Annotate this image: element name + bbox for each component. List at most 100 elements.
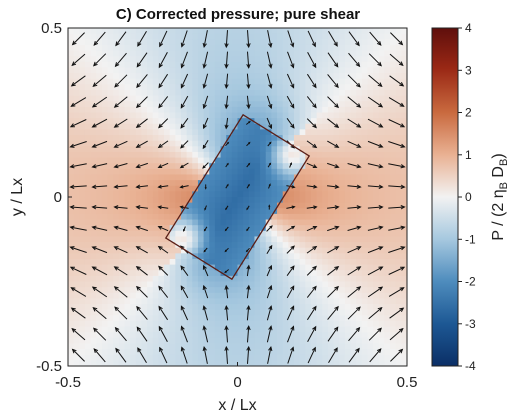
heatmap-cell: [260, 89, 267, 97]
velocity-arrow-head: [268, 63, 273, 69]
heatmap-cell: [237, 270, 244, 277]
velocity-arrow-shaft: [136, 327, 148, 342]
heatmap-cell: [231, 343, 239, 350]
velocity-arrow-head: [135, 164, 141, 169]
heatmap-cell: [203, 230, 210, 238]
velocity-arrow-head: [268, 204, 271, 208]
heatmap-cell: [186, 360, 193, 366]
velocity-arrow-shaft: [70, 163, 87, 168]
heatmap-cell: [90, 332, 97, 339]
heatmap-cell: [327, 191, 335, 198]
heatmap-cell: [322, 354, 329, 361]
heatmap-cell: [384, 242, 391, 249]
heatmap-cell: [181, 185, 188, 192]
heatmap-cell: [79, 191, 86, 198]
heatmap-cell: [169, 264, 176, 271]
velocity-arrow-shaft: [286, 285, 295, 299]
heatmap-cell: [181, 354, 188, 361]
velocity-arrow-head: [356, 205, 362, 210]
heatmap-cell: [152, 230, 159, 238]
heatmap-cell: [209, 309, 216, 316]
heatmap-cell: [214, 73, 222, 80]
heatmap-cell: [192, 95, 199, 102]
heatmap-cell: [288, 151, 295, 159]
heatmap-cell: [271, 230, 278, 238]
heatmap-cell: [378, 33, 385, 40]
heatmap-cell: [197, 275, 205, 283]
heatmap-cell: [214, 354, 222, 361]
heatmap-cell: [152, 89, 159, 97]
heatmap-cell: [288, 315, 295, 322]
heatmap-cell: [147, 67, 154, 74]
heatmap-cell: [237, 298, 244, 305]
heatmap-cell: [118, 174, 126, 181]
heatmap-cell: [384, 320, 391, 328]
heatmap-cell: [209, 258, 216, 266]
velocity-arrow-shaft: [136, 162, 148, 168]
velocity-arrow-head: [378, 164, 384, 169]
heatmap-cell: [254, 101, 261, 108]
heatmap-cell: [181, 140, 188, 147]
heatmap-cell: [214, 219, 222, 226]
heatmap-cell: [118, 337, 126, 345]
heatmap-cell: [90, 180, 97, 187]
velocity-arrow-shaft: [159, 347, 168, 364]
heatmap-cell: [282, 197, 289, 204]
heatmap-cell: [373, 213, 380, 221]
heatmap-cell: [68, 343, 75, 350]
heatmap-cell: [209, 208, 216, 215]
heatmap-cell: [113, 309, 120, 316]
heatmap-cell: [181, 332, 188, 339]
heatmap-cell: [147, 151, 154, 159]
heatmap-cell: [350, 118, 357, 125]
velocity-arrow-head: [226, 162, 229, 166]
heatmap-cell: [378, 67, 385, 74]
heatmap-cell: [186, 213, 193, 221]
heatmap-cell: [158, 78, 165, 85]
heatmap-cell: [294, 163, 301, 170]
heatmap-cell: [333, 73, 340, 80]
heatmap-cell: [197, 242, 205, 249]
heatmap-cell: [147, 270, 154, 277]
heatmap-cell: [356, 89, 363, 97]
heatmap-cell: [124, 354, 131, 361]
heatmap-cell: [327, 168, 335, 176]
heatmap-cell: [96, 253, 103, 260]
heatmap-cell: [192, 56, 199, 63]
heatmap-cell: [84, 168, 92, 176]
heatmap-cell: [254, 304, 261, 311]
velocity-arrow-shaft: [327, 140, 339, 148]
heatmap-cell: [197, 106, 205, 114]
heatmap-cell: [248, 270, 256, 277]
heatmap-cell: [79, 39, 86, 46]
heatmap-cell: [310, 95, 318, 102]
heatmap-cell: [101, 337, 109, 345]
heatmap-cell: [197, 202, 205, 209]
velocity-arrow-shaft: [388, 246, 405, 253]
heatmap-cell: [299, 28, 306, 35]
heatmap-cell: [68, 247, 75, 254]
heatmap-cell: [175, 253, 182, 260]
heatmap-cell: [395, 67, 402, 74]
heatmap-cell: [339, 349, 346, 356]
heatmap-cell: [288, 275, 295, 283]
heatmap-cell: [79, 275, 86, 283]
heatmap-cell: [214, 287, 222, 294]
heatmap-cell: [231, 118, 239, 125]
heatmap-cell: [322, 146, 329, 153]
heatmap-cell: [164, 44, 171, 52]
heatmap-cell: [226, 230, 233, 238]
heatmap-cell: [361, 95, 369, 102]
velocity-arrow-shaft: [136, 52, 148, 67]
heatmap-cell: [107, 174, 114, 181]
heatmap-cell: [361, 44, 369, 52]
heatmap-cell: [390, 61, 397, 69]
heatmap-cell: [254, 84, 261, 91]
heatmap-cell: [243, 118, 250, 125]
heatmap-cell: [310, 287, 318, 294]
heatmap-cell: [130, 332, 137, 339]
heatmap-cell: [96, 332, 103, 339]
velocity-arrow-head: [334, 103, 340, 109]
heatmap-cell: [367, 84, 374, 91]
heatmap-cell: [169, 360, 176, 366]
